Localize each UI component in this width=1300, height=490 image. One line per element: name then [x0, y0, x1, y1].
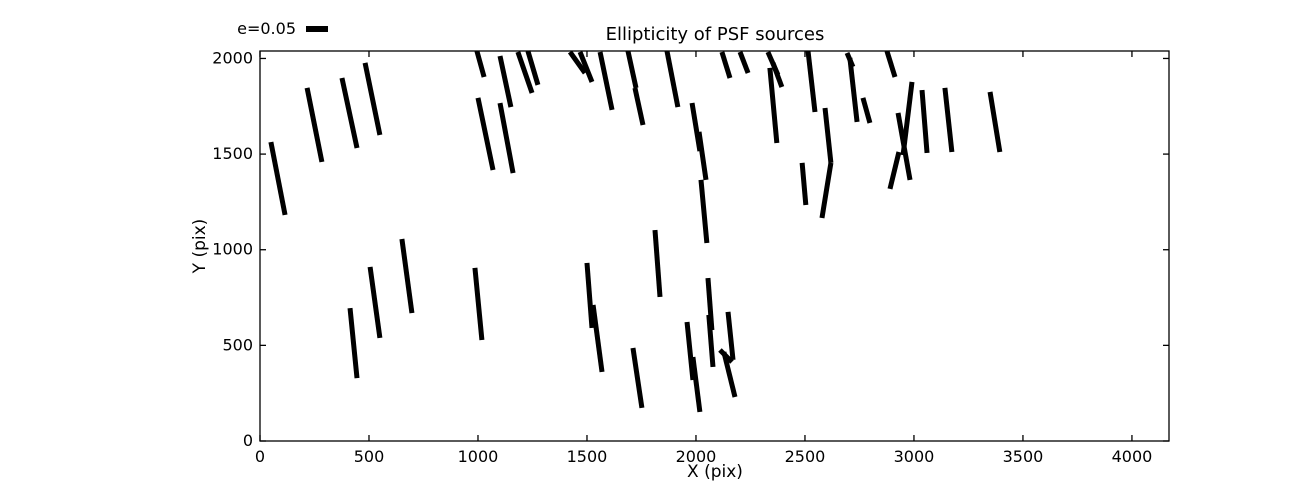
whisker-segment	[942, 87, 955, 153]
x-axis-label: X (pix)	[687, 462, 743, 482]
whisker-segment	[584, 262, 595, 329]
whisker-segment	[884, 50, 898, 78]
y-tick-label: 0	[243, 431, 253, 450]
whisker-segment	[799, 162, 809, 206]
x-tick-label: 2500	[785, 447, 826, 466]
whisker-segment	[684, 321, 696, 381]
whisker-segment	[719, 51, 733, 79]
whisker-segment	[567, 50, 588, 75]
whisker-segment	[822, 107, 834, 164]
whisker-segment	[767, 67, 780, 144]
whisker-segments	[268, 50, 1003, 413]
whisker-segment	[577, 51, 595, 83]
whisker-segment	[497, 102, 516, 174]
whisker-segment	[718, 348, 734, 364]
y-tick-label: 500	[222, 335, 253, 354]
whisker-segment	[860, 97, 873, 124]
whisker-segment	[805, 50, 818, 113]
whisker-segment	[474, 50, 487, 78]
whisker-segment	[664, 50, 681, 108]
whisker-segment	[268, 141, 288, 216]
whisker-segment	[696, 131, 709, 181]
x-tick-label: 1000	[458, 447, 499, 466]
whisker-segment	[525, 50, 541, 86]
y-tick-label: 1500	[212, 144, 253, 163]
whisker-segment	[339, 77, 360, 149]
whisker-segment	[597, 51, 615, 111]
x-tick-label: 2000	[676, 447, 717, 466]
whisker-segment	[737, 51, 751, 74]
y-tick-label: 1000	[212, 240, 253, 259]
legend-label: e=0.05	[237, 19, 296, 38]
whisker-segment	[725, 311, 736, 361]
whisker-segment	[987, 91, 1003, 153]
whisker-segment	[630, 347, 645, 409]
whisker-segment	[632, 87, 646, 126]
whisker-segment	[770, 61, 785, 88]
whisker-segment	[706, 314, 716, 368]
whisker-segment	[652, 229, 663, 298]
y-tick-label: 2000	[212, 48, 253, 67]
y-axis-label: Y (pix)	[190, 219, 210, 275]
whisker-segment	[515, 51, 535, 94]
x-tick-label: 1500	[567, 447, 608, 466]
whisker-segment	[399, 238, 415, 314]
x-tick-label: 4000	[1112, 447, 1153, 466]
whisker-segment	[362, 62, 383, 136]
axis-tick-labels: 0 500 1000 1500 2000 2500 3000 3500 4000 0 500 1000…	[212, 48, 1152, 466]
x-tick-label: 0	[255, 447, 265, 466]
whisker-segment	[475, 97, 496, 171]
whisker-segment	[900, 81, 915, 156]
whisker-segment	[847, 57, 860, 123]
x-tick-label: 3000	[894, 447, 935, 466]
whisker-segment	[590, 304, 605, 373]
whisker-segment	[690, 356, 703, 413]
x-tick-label: 500	[354, 447, 385, 466]
legend: e=0.05	[237, 19, 328, 38]
whisker-segment	[497, 55, 514, 108]
whisker-segment	[625, 50, 639, 89]
whisker-segment	[304, 87, 325, 163]
whisker-segment	[887, 151, 902, 190]
whisker-segment	[367, 266, 383, 339]
whisker-segment	[472, 267, 485, 341]
whisker-segment	[347, 307, 360, 379]
axes-frame	[259, 50, 1170, 442]
whisker-segment	[819, 162, 834, 219]
axis-ticks	[259, 51, 1169, 442]
whisker-segment	[919, 89, 930, 154]
whisker-segment	[721, 351, 738, 398]
plot-title: Ellipticity of PSF sources	[606, 24, 825, 45]
x-tick-label: 3500	[1003, 447, 1044, 466]
whisker-segment	[698, 179, 710, 244]
